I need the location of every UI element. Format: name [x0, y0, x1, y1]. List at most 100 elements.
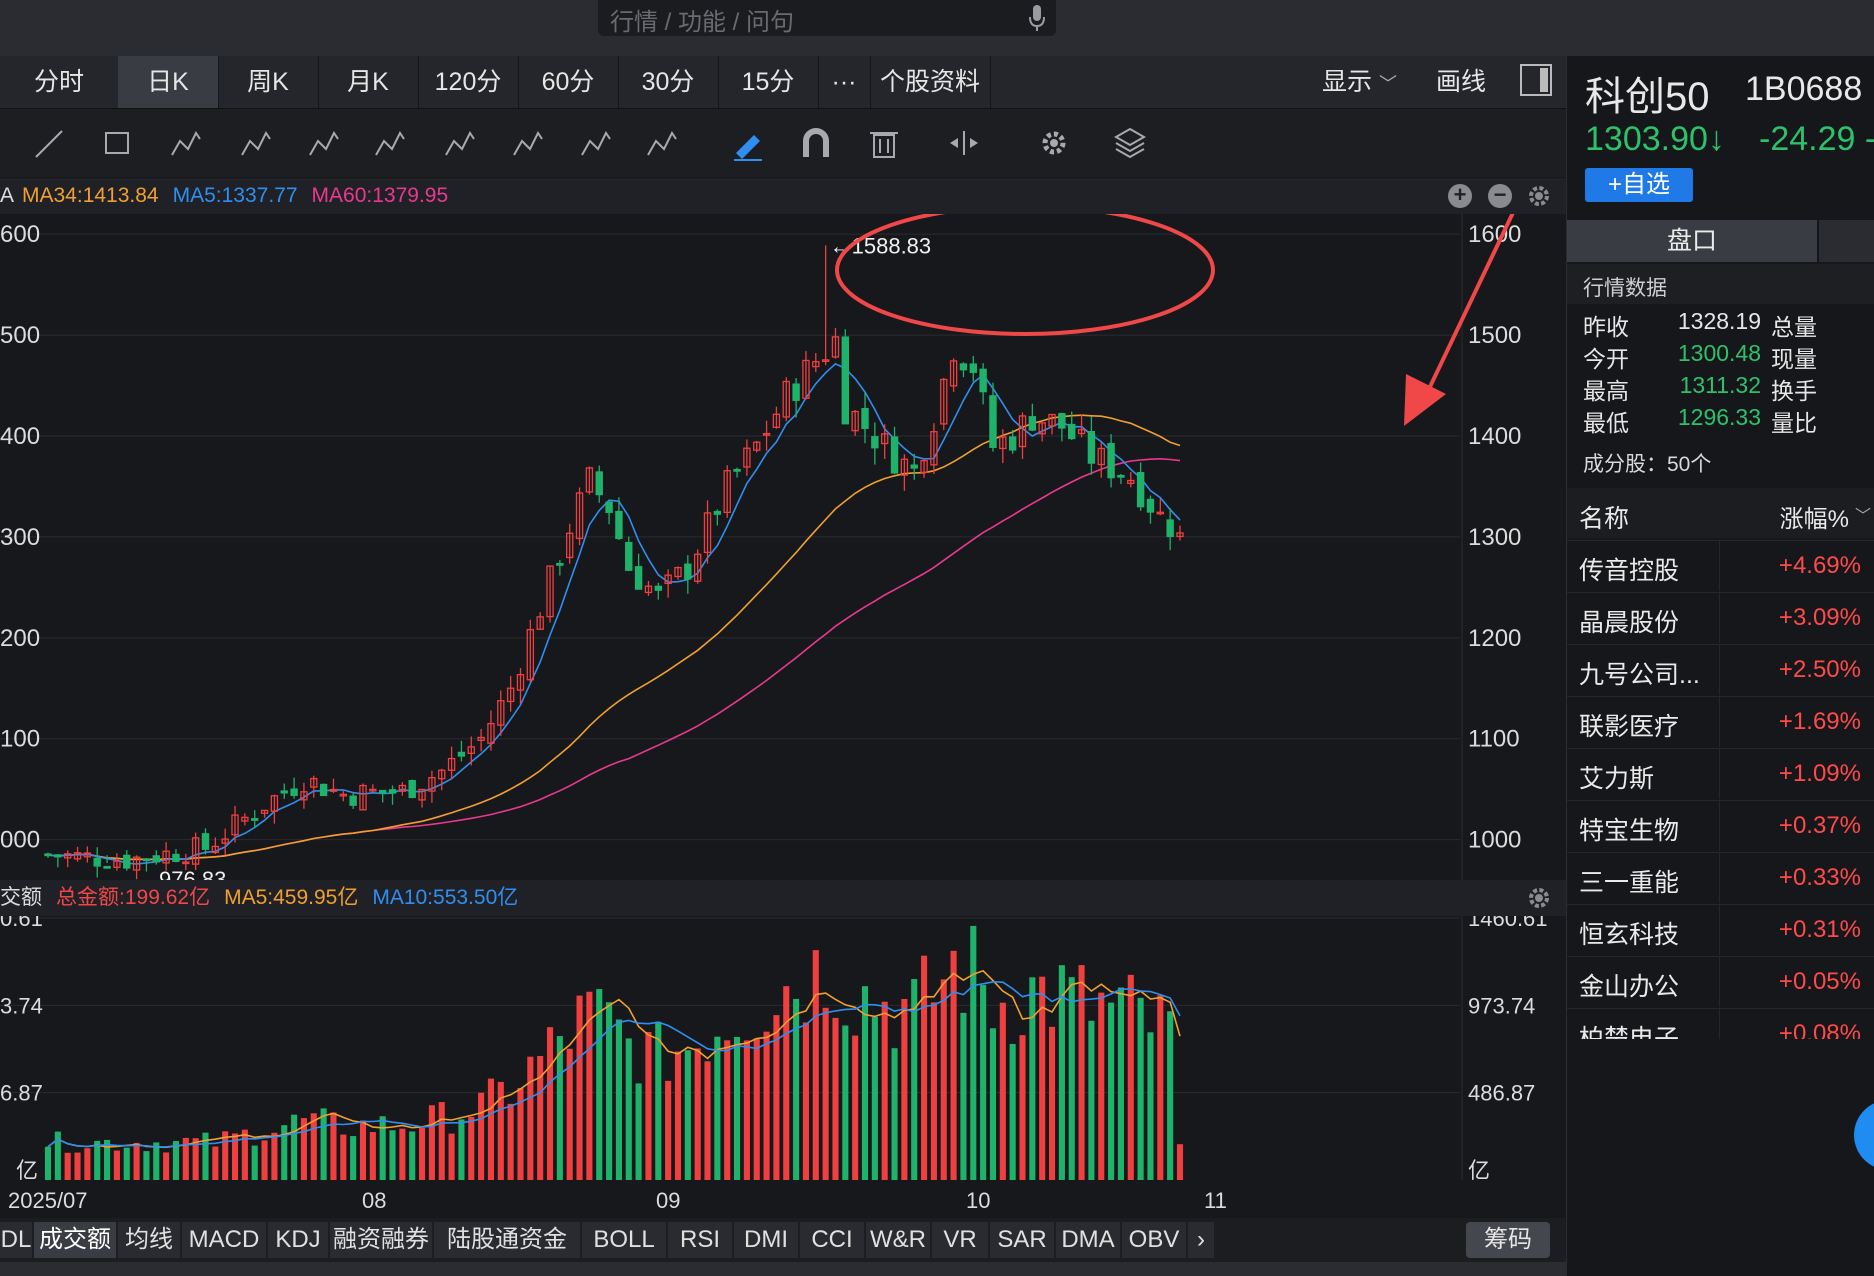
candle-body[interactable] [831, 336, 840, 358]
candle-body[interactable] [1008, 436, 1017, 451]
volume-bar[interactable] [241, 1129, 248, 1180]
volume-bar[interactable] [901, 998, 908, 1180]
candle-body[interactable] [930, 431, 938, 466]
volume-bar[interactable] [861, 986, 869, 1180]
chip-button[interactable]: 筹码 [1466, 1222, 1550, 1258]
candle-body[interactable] [1127, 479, 1135, 485]
volume-bar[interactable] [871, 1016, 878, 1180]
constituent-name[interactable]: 恒玄科技 [1579, 921, 1680, 949]
candle-body[interactable] [428, 777, 436, 792]
candle-body[interactable] [260, 809, 269, 814]
candle-body[interactable] [221, 838, 229, 844]
scroll-right-chevron-icon[interactable]: › [1188, 1222, 1214, 1258]
volume-bar[interactable] [310, 1113, 317, 1180]
constituent-name[interactable]: 特宝生物 [1579, 817, 1680, 845]
volume-bar[interactable] [84, 1148, 91, 1180]
tab-order-book[interactable]: 盘口 [1567, 220, 1817, 262]
volume-bar[interactable] [527, 1056, 534, 1180]
split-view-icon[interactable] [944, 123, 984, 163]
candle-body[interactable] [762, 432, 771, 436]
volume-bar[interactable] [448, 1133, 455, 1180]
candle-body[interactable] [1136, 472, 1145, 508]
volume-bar[interactable] [468, 1116, 475, 1180]
list-item[interactable]: 三一重能 +0.33% [1567, 852, 1874, 903]
tab-secondary[interactable] [1819, 220, 1874, 262]
volume-bar[interactable] [773, 1015, 780, 1180]
volume-bar[interactable] [635, 1083, 642, 1180]
indicator-tab-1[interactable]: 成交额 [34, 1222, 116, 1258]
constituent-name[interactable]: 艾力斯 [1579, 765, 1655, 793]
list-item[interactable]: 九号公司... +2.50% [1567, 644, 1874, 695]
candle-body[interactable] [969, 363, 977, 373]
tab-period-4[interactable]: 120分 [418, 56, 519, 108]
channel-tool-icon[interactable] [236, 123, 276, 163]
volume-bar[interactable] [753, 1038, 760, 1180]
candle-body[interactable] [1117, 474, 1125, 478]
indicator-tab-10[interactable]: CCI [800, 1222, 864, 1258]
candle-body[interactable] [1018, 415, 1027, 448]
volume-bar[interactable] [458, 1119, 465, 1180]
volume-bar[interactable] [743, 1040, 750, 1180]
volume-bar[interactable] [1068, 977, 1075, 1180]
column-name-header[interactable]: 名称 [1579, 505, 1630, 533]
volume-bar[interactable] [359, 1120, 367, 1180]
candle-body[interactable] [113, 860, 121, 868]
microphone-icon[interactable] [1028, 4, 1046, 32]
volume-bar[interactable] [576, 995, 583, 1180]
candle-body[interactable] [182, 861, 190, 865]
candle-body[interactable] [821, 359, 830, 363]
candle-body[interactable] [1077, 429, 1086, 435]
list-item[interactable]: 艾力斯 +1.09% [1567, 748, 1874, 799]
volume-bar[interactable] [556, 1036, 563, 1180]
volume-bar[interactable] [802, 1022, 809, 1180]
candle-body[interactable] [388, 789, 397, 794]
candle-body[interactable] [841, 336, 850, 425]
candle-body[interactable] [1068, 423, 1076, 440]
candle-body[interactable] [54, 854, 62, 858]
volume-bar[interactable] [822, 1007, 829, 1180]
candle-body[interactable] [723, 470, 731, 514]
constituent-name[interactable]: 柏楚电子 [1579, 1025, 1680, 1039]
trash-icon[interactable] [864, 123, 904, 163]
candle-body[interactable] [231, 814, 239, 836]
volume-bar[interactable] [793, 998, 800, 1180]
volume-bar[interactable] [1137, 997, 1144, 1180]
indicator-tab-5[interactable]: 融资融券 [330, 1222, 432, 1258]
chart-settings-icon[interactable] [1526, 183, 1552, 209]
volume-bar[interactable] [1147, 1032, 1154, 1180]
candle-body[interactable] [418, 788, 426, 801]
volume-bar[interactable] [231, 1133, 239, 1180]
volume-bar[interactable] [960, 1012, 967, 1180]
volume-bar[interactable] [950, 950, 957, 1180]
volume-bar[interactable] [94, 1140, 101, 1180]
candle-body[interactable] [792, 383, 800, 401]
volume-bar[interactable] [1058, 965, 1065, 1180]
candle-body[interactable] [674, 567, 682, 578]
search-placeholder[interactable]: 行情 / 功能 / 问句 [610, 9, 795, 36]
candle-body[interactable] [871, 436, 879, 449]
candle-body[interactable] [211, 845, 220, 854]
tab-period-7[interactable]: 15分 [718, 56, 819, 108]
volume-bar[interactable] [655, 1021, 662, 1180]
candle-body[interactable] [782, 380, 790, 418]
candle-body[interactable] [506, 687, 515, 703]
candle-body[interactable] [1176, 532, 1184, 538]
volume-bar[interactable] [182, 1137, 189, 1180]
candle-body[interactable] [1048, 413, 1056, 427]
volume-bar[interactable] [881, 1001, 888, 1180]
candle-body[interactable] [546, 565, 554, 618]
volume-bar[interactable] [104, 1139, 111, 1180]
volume-bar[interactable] [350, 1136, 357, 1180]
cycle-tool-icon[interactable] [508, 123, 548, 163]
candle-body[interactable] [772, 413, 781, 428]
volume-bar[interactable] [704, 1061, 711, 1180]
volume-bar[interactable] [1098, 992, 1105, 1180]
volume-bar[interactable] [1088, 1020, 1095, 1180]
list-item[interactable]: 晶晨股份 +3.09% [1567, 592, 1874, 643]
candle-body[interactable] [349, 795, 357, 806]
volume-bar[interactable] [674, 1051, 682, 1180]
volume-bar[interactable] [1157, 995, 1164, 1180]
candle-body[interactable] [812, 361, 820, 368]
volume-bar[interactable] [330, 1112, 337, 1180]
draw-line-button[interactable]: 画线 [1436, 68, 1487, 96]
